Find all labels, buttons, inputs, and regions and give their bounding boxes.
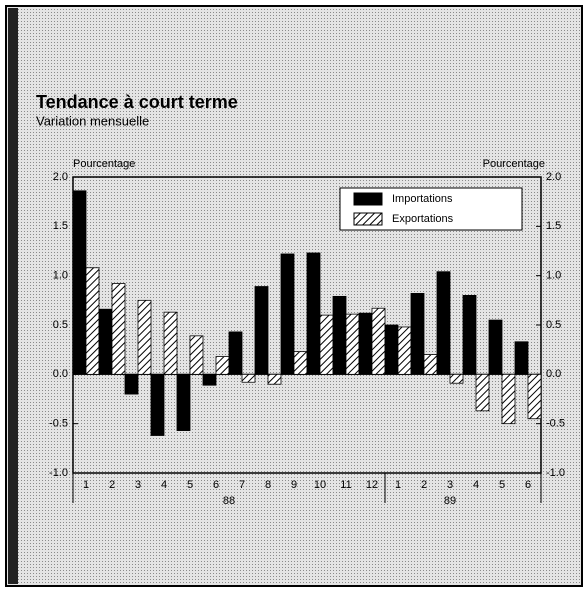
x-tick-label: 1: [395, 479, 401, 491]
x-tick-label: 7: [239, 479, 245, 491]
bar: [436, 271, 451, 375]
chart-subtitle: Variation mensuelle: [36, 113, 149, 128]
y-tick-label: 1.0: [53, 270, 68, 282]
bar: [319, 314, 334, 375]
bar: [293, 351, 308, 375]
bar: [384, 324, 399, 375]
x-tick-label: 9: [291, 479, 297, 491]
x-tick-label: 1: [83, 479, 89, 491]
bar: [163, 311, 178, 375]
bar: [150, 373, 165, 436]
x-tick-label: 6: [525, 479, 531, 491]
y2-tick-label: -1.0: [546, 467, 565, 479]
x-tick-label: 3: [135, 479, 141, 491]
legend-swatch: [353, 212, 383, 226]
y2-axis-label: Pourcentage: [483, 158, 545, 170]
y2-tick-label: 1.0: [546, 270, 561, 282]
y2-tick-label: 0.0: [546, 368, 561, 380]
x-tick-label: 8: [265, 479, 271, 491]
y-tick-label: 0.5: [53, 319, 68, 331]
bar: [462, 294, 477, 375]
year-label: 88: [223, 495, 235, 507]
bar: [345, 313, 360, 375]
x-tick-label: 12: [366, 479, 378, 491]
chart-title: Tendance à court terme: [36, 92, 238, 112]
legend-label: Importations: [392, 193, 453, 205]
bar: [280, 253, 295, 375]
bar: [137, 299, 152, 375]
left-border: [8, 8, 18, 584]
bar: [527, 373, 542, 420]
bar: [228, 331, 243, 375]
legend-label: Exportations: [392, 213, 454, 225]
bar: [488, 319, 503, 375]
legend-swatch: [353, 192, 383, 206]
y2-tick-label: 2.0: [546, 171, 561, 183]
y-tick-label: 0.0: [53, 368, 68, 380]
bar: [332, 295, 347, 375]
x-tick-label: 4: [161, 479, 167, 491]
bar: [176, 373, 191, 431]
bar: [202, 373, 217, 386]
y-tick-label: 1.5: [53, 220, 68, 232]
bar: [72, 190, 87, 375]
bar: [124, 373, 139, 395]
y-tick-label: -0.5: [49, 418, 68, 430]
bar: [111, 283, 126, 375]
bar: [423, 354, 438, 375]
bar: [501, 373, 516, 425]
y2-tick-label: 1.5: [546, 220, 561, 232]
x-tick-label: 2: [421, 479, 427, 491]
x-tick-label: 5: [187, 479, 193, 491]
bar: [475, 373, 490, 412]
bar: [371, 307, 386, 375]
bar: [267, 373, 282, 385]
bar: [98, 308, 113, 375]
y2-tick-label: 0.5: [546, 319, 561, 331]
y-axis-label: Pourcentage: [73, 158, 135, 170]
x-tick-label: 3: [447, 479, 453, 491]
bar: [215, 356, 230, 375]
bar: [514, 341, 529, 375]
bar: [449, 373, 464, 384]
bar: [358, 312, 373, 375]
x-tick-label: 10: [314, 479, 326, 491]
bar: [410, 293, 425, 375]
y-tick-label: -1.0: [49, 467, 68, 479]
x-tick-label: 11: [340, 479, 351, 491]
bar: [254, 286, 269, 375]
bar: [397, 326, 412, 375]
bar: [189, 335, 204, 375]
y-tick-label: 2.0: [53, 171, 68, 183]
x-tick-label: 2: [109, 479, 115, 491]
year-label: 89: [444, 495, 456, 507]
bar: [85, 267, 100, 375]
x-tick-label: 6: [213, 479, 219, 491]
bar: [241, 373, 256, 383]
x-tick-label: 4: [473, 479, 479, 491]
y2-tick-label: -0.5: [546, 418, 565, 430]
x-tick-label: 5: [499, 479, 505, 491]
bar: [306, 252, 321, 375]
